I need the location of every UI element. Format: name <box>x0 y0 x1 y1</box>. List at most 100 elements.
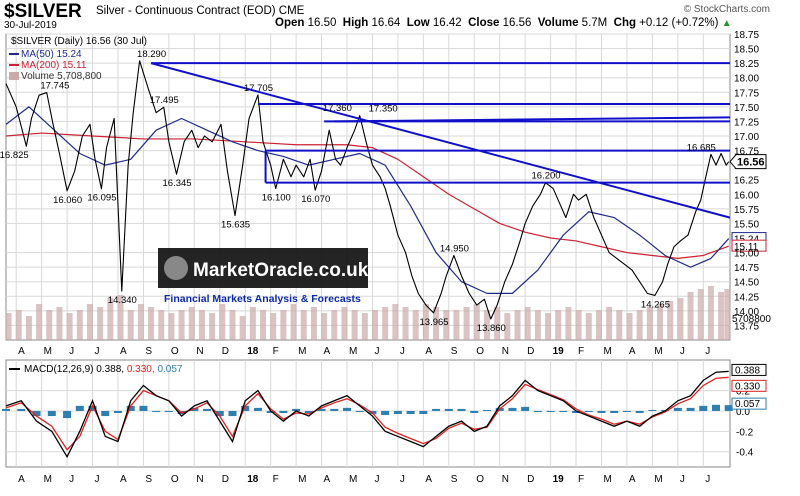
volume-bar <box>687 292 694 340</box>
macd-x-tick-label: A <box>425 474 432 485</box>
volume-bar <box>626 313 633 340</box>
volume-bar <box>646 307 653 340</box>
volume-bar <box>107 298 114 340</box>
x-tick-label: D <box>222 346 229 357</box>
x-tick-label: N <box>502 346 509 357</box>
macd-histogram-bar <box>279 410 288 413</box>
macd-histogram-bar <box>75 405 84 411</box>
macd-histogram-bar <box>2 408 10 411</box>
y-tick-label: 18.00 <box>734 74 759 85</box>
ma-value-box <box>731 239 767 252</box>
macd-histogram-bar <box>521 406 530 411</box>
volume-bar <box>46 310 53 340</box>
x-tick-label: M <box>603 346 611 357</box>
macd-histogram-bar <box>457 408 466 411</box>
trendline <box>334 116 731 123</box>
x-tick-label: 19 <box>553 346 565 357</box>
x-tick-label: N <box>196 346 203 357</box>
macd-histogram-bar <box>482 409 491 411</box>
volume-bar <box>260 310 267 340</box>
chart-date: 30-Jul-2019 <box>4 20 57 31</box>
y-tick-label: 17.50 <box>734 103 759 114</box>
volume-bar <box>5 313 12 340</box>
macd-histogram-bar <box>164 410 173 412</box>
macd-histogram-bar <box>686 407 695 411</box>
symbol-title: $SILVER <box>4 1 82 22</box>
macd-legend: MACD(12,26,9) 0.388, 0.330, 0.057 <box>24 364 183 375</box>
macd-histogram-bar <box>17 408 26 411</box>
macd-histogram-bar <box>546 410 555 412</box>
y-tick-label: 17.75 <box>734 88 759 99</box>
volume-bar <box>463 307 470 340</box>
x-tick-label: 18 <box>247 346 259 357</box>
close-value: 16.56 <box>502 17 532 29</box>
price-annotation: 16.345 <box>163 178 192 189</box>
volume-bar <box>158 310 165 340</box>
price-annotation: 18.290 <box>137 49 166 60</box>
volume-bar <box>565 307 572 340</box>
macd-histogram-bar <box>139 405 148 411</box>
brand-credit: © StockCharts.com <box>683 4 770 15</box>
volume-bar <box>555 310 562 340</box>
volume-bar <box>453 310 460 340</box>
legend-volume: Volume 5,708,800 <box>21 71 102 82</box>
volume-bar <box>137 304 144 340</box>
volume-bar <box>371 310 378 340</box>
macd-x-tick-label: A <box>120 474 127 485</box>
y-tick-label: 18.75 <box>734 30 759 41</box>
volume-value: 5.7M <box>581 17 608 29</box>
y-tick-label: 16.00 <box>734 190 759 201</box>
x-tick-label: M <box>654 346 662 357</box>
low-label: Low <box>406 17 430 29</box>
volume-bar <box>494 307 501 340</box>
x-tick-label: S <box>451 346 458 357</box>
volume-bar <box>66 313 73 340</box>
volume-bar <box>724 289 731 340</box>
macd-histogram-bar <box>266 410 275 413</box>
volume-bar <box>361 313 368 340</box>
volume-bar <box>76 310 83 340</box>
price-annotation: 16.825 <box>0 150 29 161</box>
y-tick-label: 18.25 <box>734 59 759 70</box>
x-tick-label: M <box>349 346 357 357</box>
macd-signal-line <box>5 376 729 451</box>
volume-bar <box>443 310 450 340</box>
macd-legend-part: MACD(12,26,9) <box>24 364 96 375</box>
macd-x-tick-label: S <box>451 474 458 485</box>
volume-bar <box>270 313 277 340</box>
macd-histogram-bar <box>572 410 581 413</box>
volume-bar <box>310 307 317 340</box>
macd-x-tick-label: J <box>705 474 710 485</box>
macd-x-tick-label: N <box>196 474 203 485</box>
macd-histogram-bar <box>63 410 72 419</box>
x-tick-label: O <box>476 346 484 357</box>
volume-bar <box>280 310 287 340</box>
low-value: 16.42 <box>432 17 462 29</box>
x-tick-label: O <box>171 346 179 357</box>
volume-bar <box>321 313 328 340</box>
price-annotation: 14.340 <box>108 295 137 306</box>
price-annotation: 16.685 <box>687 142 716 153</box>
change-label: Chg <box>613 17 636 29</box>
price-panel: A M J J A S O N D 18 F M A M J J A S O N D 19 F M A M J J 18.75 18.50… <box>0 30 771 357</box>
macd-y-tick-label: -0.4 <box>736 448 754 459</box>
volume-bar <box>178 310 185 340</box>
y-tick-label: 15.00 <box>734 249 759 260</box>
y-tick-label: 14.00 <box>734 307 759 318</box>
x-tick-label: J <box>374 346 379 357</box>
price-annotation: 16.095 <box>87 193 116 204</box>
volume-bar <box>483 310 490 340</box>
macd-x-tick-label: O <box>171 474 179 485</box>
volume-bar <box>188 307 195 340</box>
close-label: Close <box>468 17 500 29</box>
volume-bar <box>402 307 409 340</box>
macd-histogram-bar <box>508 407 517 411</box>
volume-bar <box>606 307 613 340</box>
macd-x-tick-label: 18 <box>247 474 259 485</box>
macd-x-tick-label: M <box>298 474 306 485</box>
y-tick-label: 15.11 <box>734 242 759 253</box>
macd-histogram-bar <box>317 408 326 411</box>
volume-bar <box>15 310 22 340</box>
price-annotation: 17.745 <box>40 81 69 92</box>
x-tick-label: A <box>18 346 25 357</box>
